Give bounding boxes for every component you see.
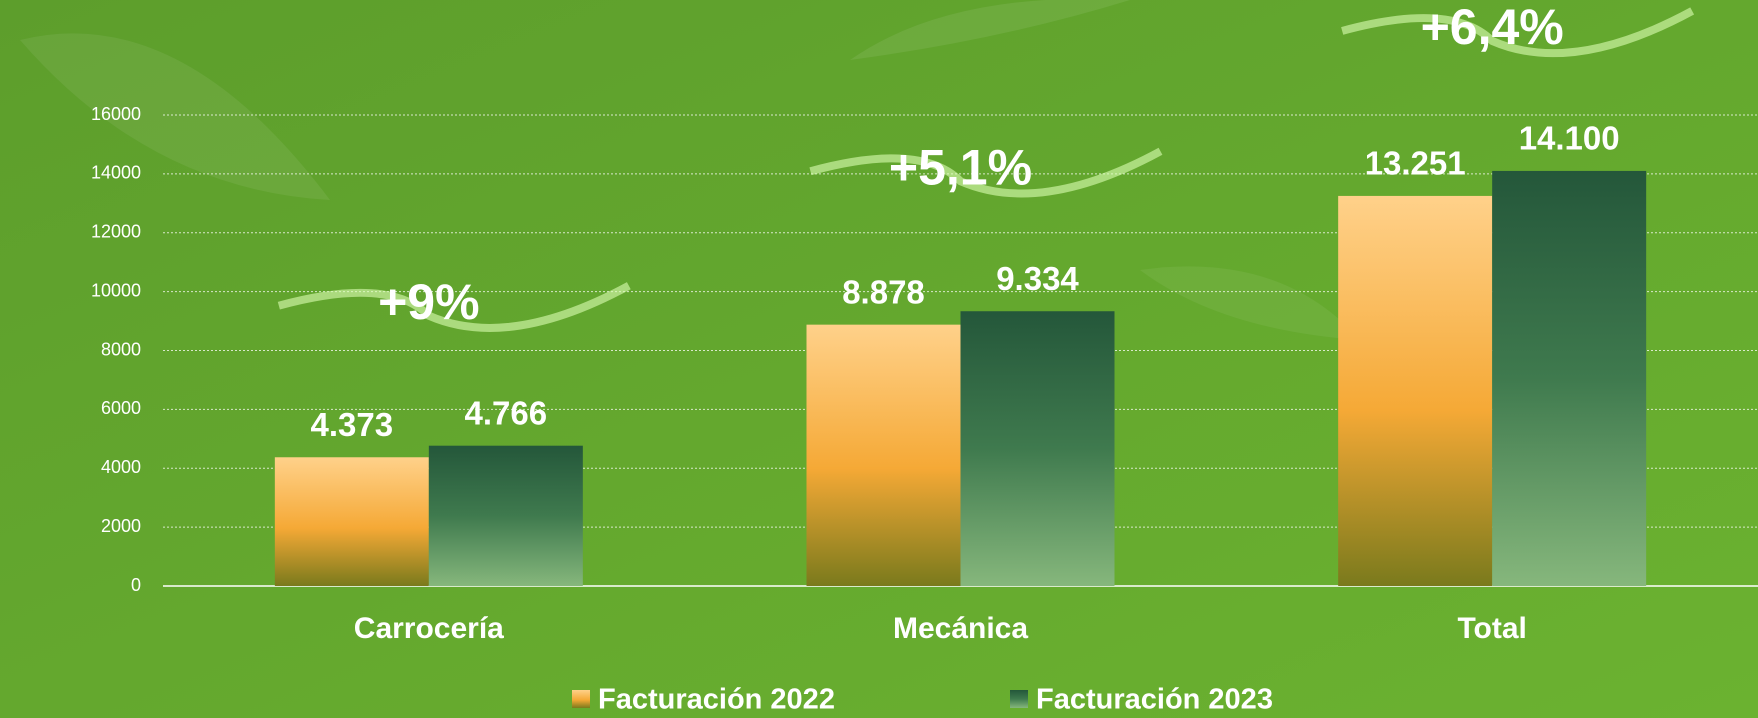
x-tick-label: Mecánica: [893, 612, 1028, 645]
bar: [1492, 171, 1646, 586]
legend-label: Facturación 2022: [598, 684, 835, 716]
y-tick-label: 0: [131, 575, 141, 595]
bar: [807, 325, 961, 586]
value-label: 4.373: [311, 406, 394, 443]
y-tick-label: 2000: [101, 516, 141, 536]
value-label: 9.334: [996, 260, 1079, 297]
annotation: +6,4%: [1421, 0, 1564, 55]
x-tick-label: Carrocería: [354, 612, 504, 645]
chart: 0 2000 4000 6000 8000 10000 12000 14000 16000 Car…: [0, 0, 1758, 718]
annotation: +5,1%: [889, 139, 1032, 195]
bar: [1338, 196, 1492, 586]
bar: [275, 457, 429, 586]
bar: [961, 311, 1115, 586]
y-tick-label: 4000: [101, 457, 141, 477]
y-tick-label: 16000: [91, 104, 141, 124]
bar: [429, 446, 583, 586]
legend-marker: [572, 690, 590, 708]
x-tick-label: Total: [1457, 612, 1526, 645]
value-label: 13.251: [1365, 145, 1466, 182]
y-tick-label: 8000: [101, 339, 141, 359]
y-tick-label: 6000: [101, 398, 141, 418]
y-tick-label: 14000: [91, 163, 141, 183]
annotation: +9%: [378, 274, 479, 330]
value-label: 4.766: [465, 394, 548, 431]
legend-label: Facturación 2023: [1036, 684, 1273, 716]
y-tick-label: 10000: [91, 280, 141, 300]
value-label: 14.100: [1519, 120, 1620, 157]
value-label: 8.878: [842, 273, 925, 310]
y-tick-label: 12000: [91, 222, 141, 242]
legend-marker: [1010, 690, 1028, 708]
